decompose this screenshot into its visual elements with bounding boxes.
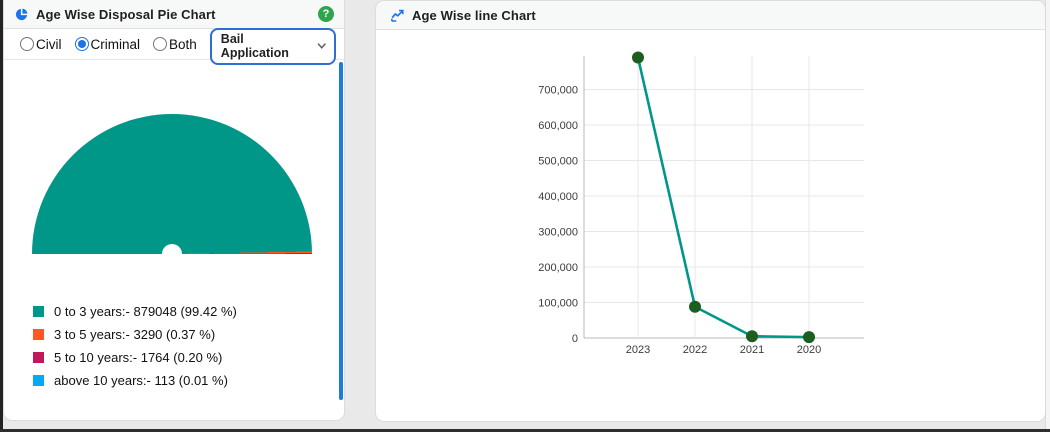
y-tick-label: 300,000 (538, 227, 578, 239)
radio-civil[interactable]: Civil (20, 37, 62, 52)
x-tick-label: 2021 (740, 344, 764, 356)
legend-swatch (33, 352, 44, 363)
data-line (636, 56, 811, 339)
radio-criminal[interactable]: Criminal (74, 36, 141, 52)
radio-circle-icon (74, 37, 89, 51)
legend-swatch (33, 329, 44, 340)
y-tick-label: 100,000 (538, 298, 578, 310)
legend-item[interactable]: 0 to 3 years:- 879048 (99.42 %) (33, 300, 237, 323)
x-tick-label: 2023 (626, 344, 650, 356)
chart-gridlines (584, 56, 864, 339)
line-panel-header: Age Wise line Chart (376, 1, 1045, 30)
x-tick-label: 2022 (683, 344, 707, 356)
pie-chart-icon (15, 8, 28, 20)
radio-both[interactable]: Both (153, 37, 197, 52)
line-chart: 0 100,000 200,000 300,000 400,000 500,000 600,… (538, 51, 864, 357)
y-tick-label: 500,000 (538, 156, 578, 168)
line-chart-panel: Age Wise line Chart 0 100,000 200,000 300,0… (375, 0, 1046, 422)
application-type-dropdown[interactable]: Bail Application (209, 27, 336, 65)
dropdown-value: Bail Application (220, 31, 289, 60)
legend-item[interactable]: 5 to 10 years:- 1764 (0.20 %) (33, 346, 237, 369)
pie-panel-header: Age Wise Disposal Pie Chart ? (4, 0, 344, 29)
legend-swatch (33, 306, 44, 317)
x-tick-label: 2020 (797, 344, 821, 356)
legend-label: 0 to 3 years:- 879048 (99.42 %) (54, 304, 237, 319)
legend-swatch (33, 375, 44, 386)
data-point-marker[interactable] (632, 51, 644, 64)
radio-circle-icon (153, 37, 168, 51)
data-point-marker[interactable] (689, 300, 701, 313)
y-tick-label: 0 (572, 333, 578, 345)
pie-donut-hole (162, 244, 182, 254)
pie-chart-panel: Age Wise Disposal Pie Chart ? Civil Crimi… (3, 0, 345, 421)
legend-label: 3 to 5 years:- 3290 (0.37 %) (54, 327, 216, 342)
legend-item[interactable]: above 10 years:- 113 (0.01 %) (33, 369, 237, 392)
page-scrollbar-track[interactable] (1045, 0, 1050, 432)
case-type-radio-group: Civil Criminal Both (20, 37, 210, 52)
legend-item[interactable]: 3 to 5 years:- 3290 (0.37 %) (33, 323, 237, 346)
line-panel-title: Age Wise line Chart (412, 7, 536, 23)
panel-scrollbar[interactable] (339, 62, 343, 400)
help-icon[interactable]: ? (318, 6, 334, 22)
radio-circle-icon (20, 37, 34, 51)
legend-label: above 10 years:- 113 (0.01 %) (54, 373, 228, 388)
pie-legend: 0 to 3 years:- 879048 (99.42 %) 3 to 5 ye… (33, 300, 237, 392)
y-tick-label: 200,000 (538, 262, 578, 274)
data-point-marker[interactable] (746, 330, 758, 343)
window-bottom-edge (0, 429, 1050, 432)
data-point-marker[interactable] (803, 331, 815, 344)
line-chart-icon (391, 9, 404, 22)
pie-slices (32, 114, 312, 254)
semicircle-pie-chart (32, 114, 312, 254)
window-left-edge (0, 0, 3, 432)
legend-label: 5 to 10 years:- 1764 (0.20 %) (54, 350, 223, 365)
y-tick-label: 600,000 (538, 120, 578, 132)
y-tick-label: 700,000 (538, 85, 578, 97)
radio-label: Civil (36, 36, 62, 52)
axis-tick-labels: 0 100,000 200,000 300,000 400,000 500,000 600,… (538, 85, 821, 357)
chevron-down-icon (317, 42, 326, 49)
y-tick-label: 400,000 (538, 191, 578, 203)
radio-label: Both (169, 36, 197, 52)
case-type-filter-row: Civil Criminal Both Bail Application (4, 27, 344, 65)
radio-label: Criminal (90, 36, 141, 52)
pie-panel-title: Age Wise Disposal Pie Chart (36, 6, 216, 22)
